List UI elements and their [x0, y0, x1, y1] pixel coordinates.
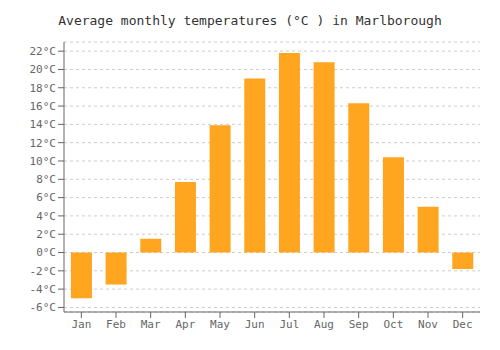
- svg-text:Jan: Jan: [71, 318, 91, 331]
- svg-text:20°C: 20°C: [30, 63, 57, 76]
- svg-text:10°C: 10°C: [30, 155, 57, 168]
- svg-text:Apr: Apr: [175, 318, 195, 331]
- svg-text:Oct: Oct: [383, 318, 403, 331]
- svg-text:8°C: 8°C: [36, 173, 56, 186]
- svg-text:6°C: 6°C: [36, 191, 56, 204]
- svg-text:-4°C: -4°C: [30, 283, 57, 296]
- svg-text:Jul: Jul: [279, 318, 299, 331]
- svg-text:Mar: Mar: [141, 318, 161, 331]
- svg-text:May: May: [210, 318, 230, 331]
- svg-text:Feb: Feb: [106, 318, 126, 331]
- svg-text:16°C: 16°C: [30, 100, 57, 113]
- svg-text:0°C: 0°C: [36, 246, 56, 259]
- svg-text:-6°C: -6°C: [30, 301, 57, 314]
- svg-text:Nov: Nov: [418, 318, 438, 331]
- svg-text:Sep: Sep: [349, 318, 369, 331]
- svg-text:2°C: 2°C: [36, 228, 56, 241]
- svg-text:14°C: 14°C: [30, 118, 57, 131]
- svg-text:Jun: Jun: [245, 318, 265, 331]
- svg-text:Aug: Aug: [314, 318, 334, 331]
- svg-text:12°C: 12°C: [30, 137, 57, 150]
- svg-text:Dec: Dec: [453, 318, 473, 331]
- svg-text:18°C: 18°C: [30, 82, 57, 95]
- svg-text:-2°C: -2°C: [30, 265, 57, 278]
- svg-text:22°C: 22°C: [30, 45, 57, 58]
- html-text:Average monthly temperatures (: Average monthly temperatures (°C ) in Ma…: [58, 13, 442, 28]
- svg-text:4°C: 4°C: [36, 210, 56, 223]
